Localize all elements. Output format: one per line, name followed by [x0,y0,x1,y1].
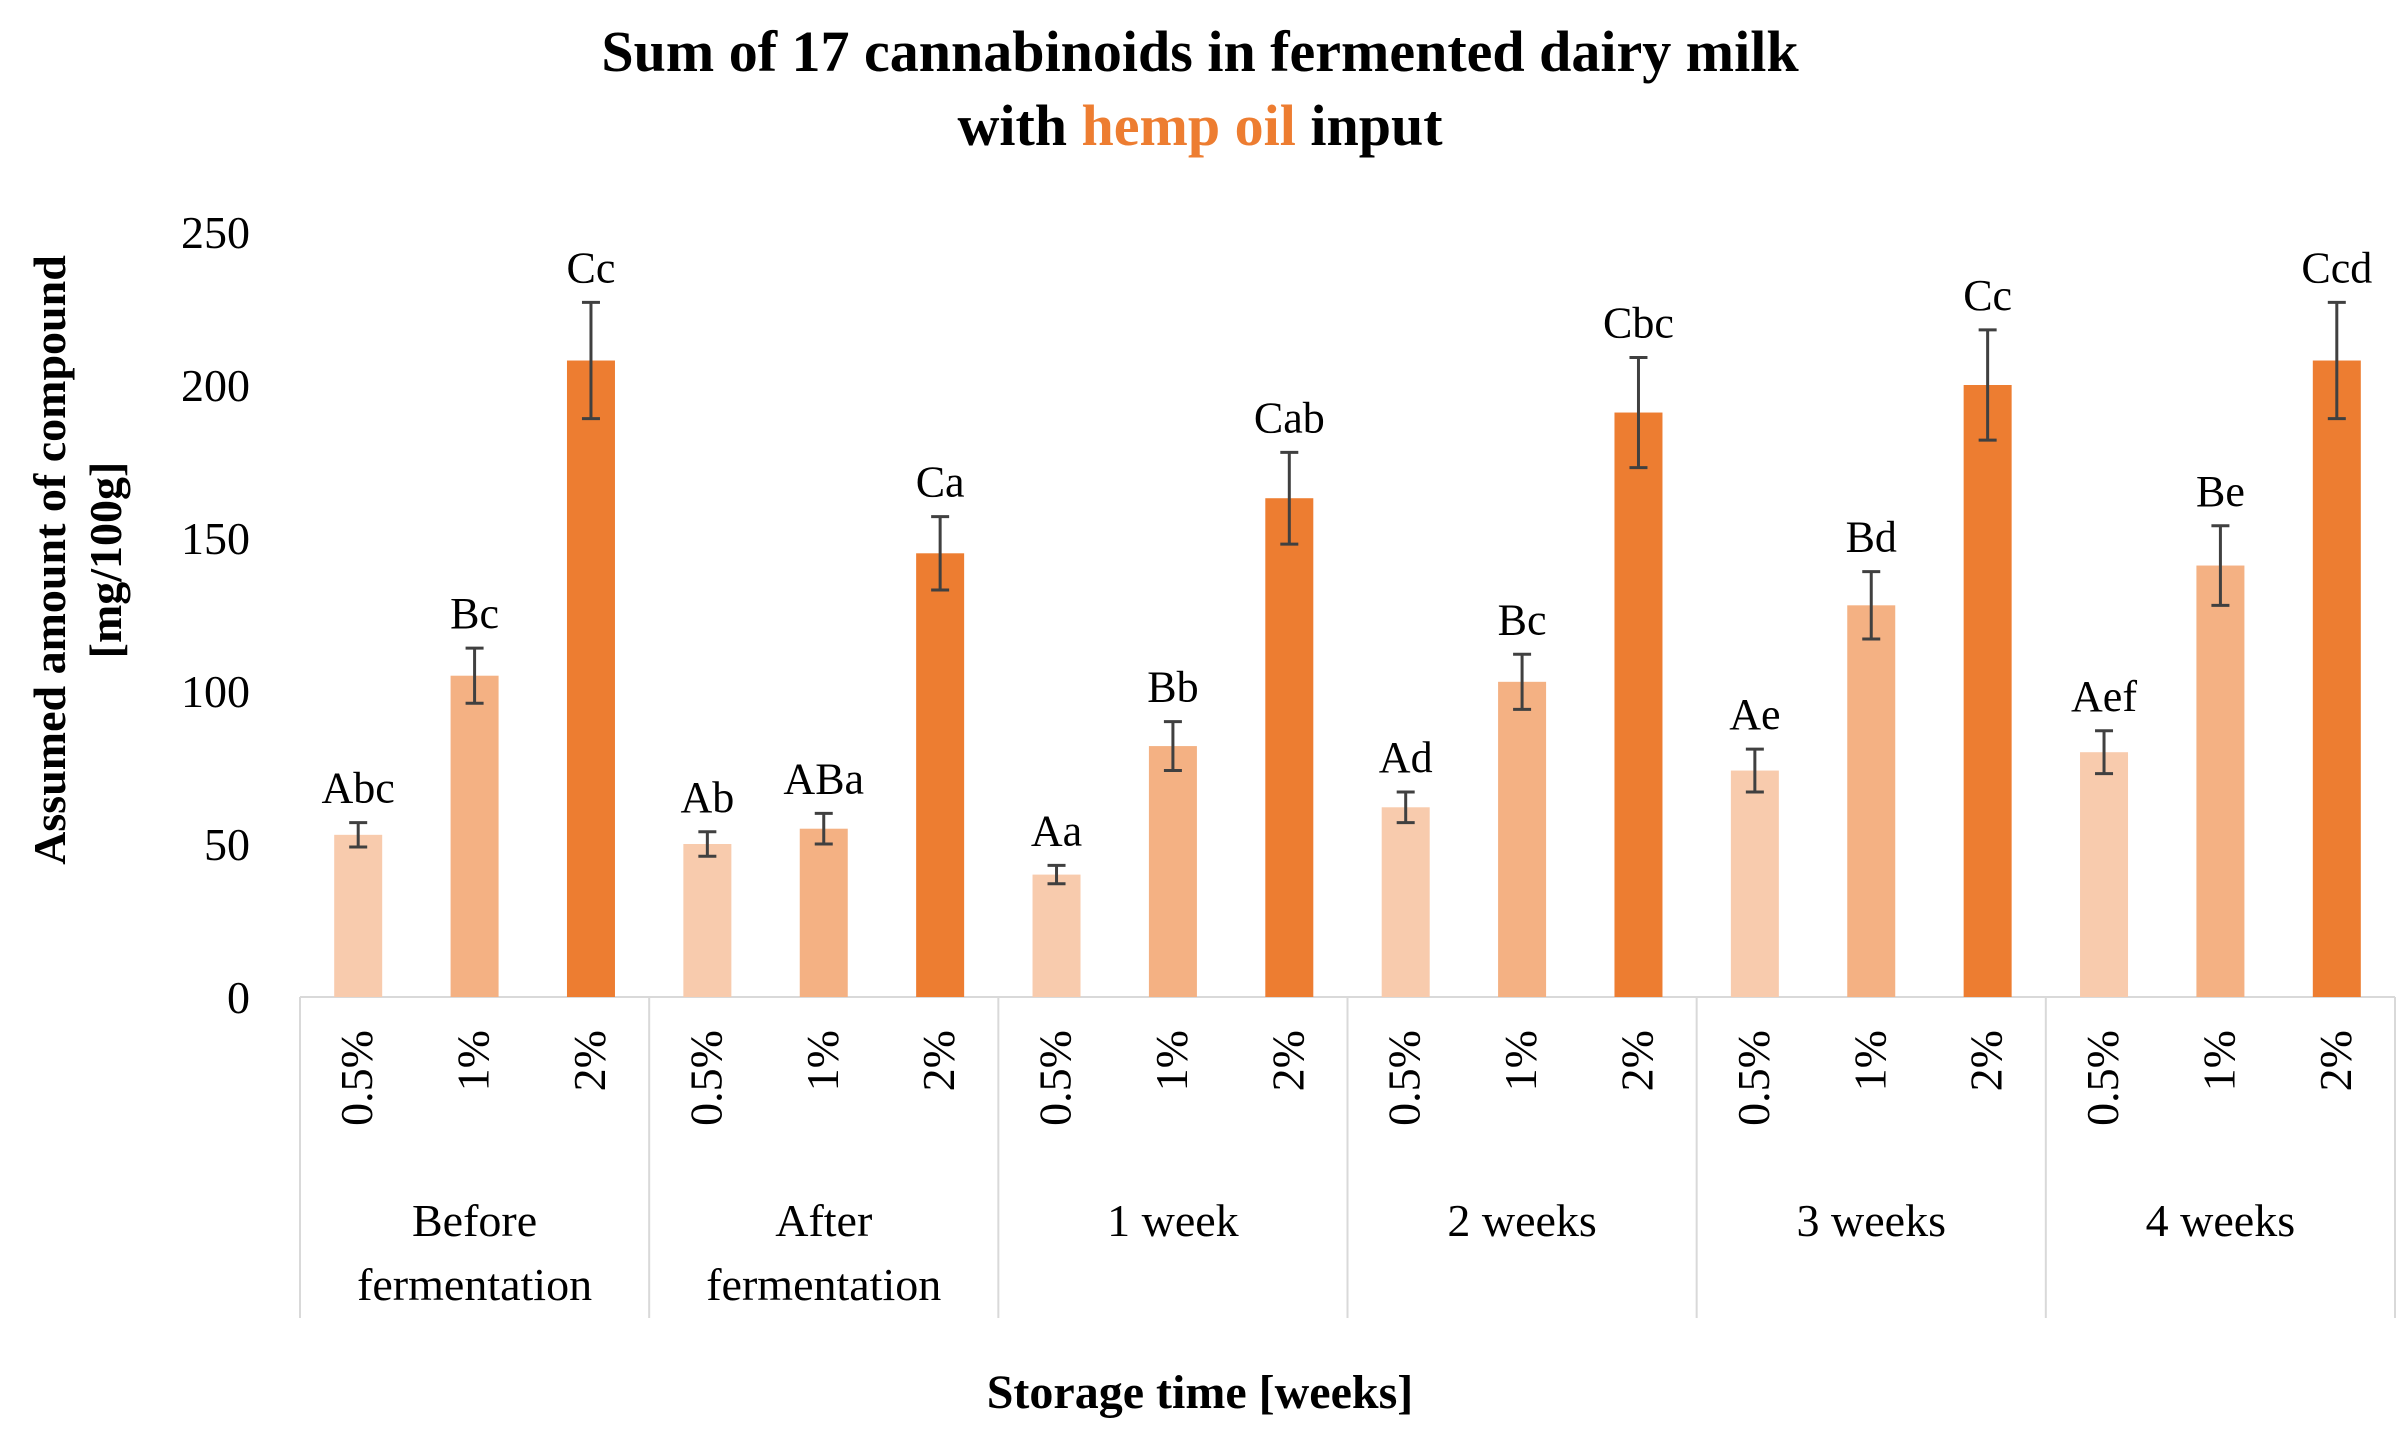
level-tick-label: 2% [913,1030,964,1091]
significance-label: Cc [1963,271,2012,320]
title-hemp-oil: hemp oil [1081,93,1296,158]
title-with-text: with [957,93,1082,158]
level-tick-label: 0.5% [2077,1030,2128,1126]
group-label: 4 weeks [2146,1195,2295,1246]
level-tick-label: 1% [1146,1030,1197,1091]
significance-label: Ad [1379,733,1433,782]
y-axis-label-line2: [mg/100g] [80,461,131,659]
bar [1265,498,1314,997]
significance-label: Aa [1031,806,1082,855]
level-tick-label: 1% [448,1030,499,1091]
level-tick-label: 0.5% [1379,1030,1430,1126]
significance-label: Be [2196,467,2245,516]
group-label: 2 weeks [1447,1195,1596,1246]
significance-label: ABa [783,754,864,803]
bar [799,828,848,997]
bar [1730,770,1779,997]
significance-label: Cbc [1603,298,1674,347]
y-tick-label: 150 [181,513,250,564]
chart-title-line2: with hemp oil input [0,92,2400,159]
level-tick-label: 2% [1262,1030,1313,1091]
group-label: fermentation [706,1259,941,1310]
group-label: 1 week [1107,1195,1239,1246]
bar [916,553,965,997]
level-tick-label: 1% [1495,1030,1546,1091]
bar [683,844,732,997]
bar [1148,746,1197,997]
bar [1381,807,1430,997]
significance-label: Bb [1147,663,1198,712]
level-tick-label: 2% [2310,1030,2361,1091]
level-tick-label: 1% [2193,1030,2244,1091]
y-tick-label: 100 [181,666,250,717]
level-tick-label: 0.5% [1728,1030,1779,1126]
level-tick-label: 2% [1961,1030,2012,1091]
bar [566,360,615,997]
significance-label: Ab [680,773,734,822]
y-tick-label: 250 [181,207,250,258]
level-tick-label: 0.5% [331,1030,382,1126]
bar [1963,385,2012,997]
bar [1498,681,1547,997]
bar [2080,752,2129,997]
significance-label: Cab [1254,393,1325,442]
title-input-text: input [1295,93,1443,158]
significance-label: Ca [916,458,965,507]
level-tick-label: 1% [1844,1030,1895,1091]
y-tick-label: 50 [204,819,250,870]
group-label: 3 weeks [1797,1195,1946,1246]
group-label: After [775,1195,872,1246]
y-tick-label: 200 [181,360,250,411]
level-tick-label: 2% [1611,1030,1662,1091]
x-axis-label: Storage time [weeks] [986,1366,1414,1419]
significance-label: Bc [450,589,499,638]
level-tick-label: 0.5% [680,1030,731,1126]
level-tick-label: 1% [797,1030,848,1091]
significance-label: Aef [2071,672,2137,721]
significance-label: Bd [1846,513,1897,562]
bar [1614,412,1663,997]
significance-label: Cc [567,243,616,292]
y-axis-label-line1: Assumed amount of compound [24,255,75,865]
chart-title-line1: Sum of 17 cannabinoids in fermented dair… [601,19,1799,84]
significance-label: Ae [1729,690,1780,739]
group-label: fermentation [357,1259,592,1310]
level-tick-label: 0.5% [1030,1030,1081,1126]
bar [2196,565,2245,997]
bar [1847,605,1896,997]
level-tick-label: 2% [564,1030,615,1091]
bar [450,675,499,997]
significance-label: Bc [1498,595,1547,644]
group-label: Before [412,1195,537,1246]
y-tick-label: 0 [227,972,250,1023]
y-axis-label: Assumed amount of compound [mg/100g] [22,255,134,865]
significance-label: Ccd [2301,243,2372,292]
bar [1032,874,1081,997]
significance-label: Abc [322,764,395,813]
bar [334,834,383,997]
bar [2312,360,2361,997]
